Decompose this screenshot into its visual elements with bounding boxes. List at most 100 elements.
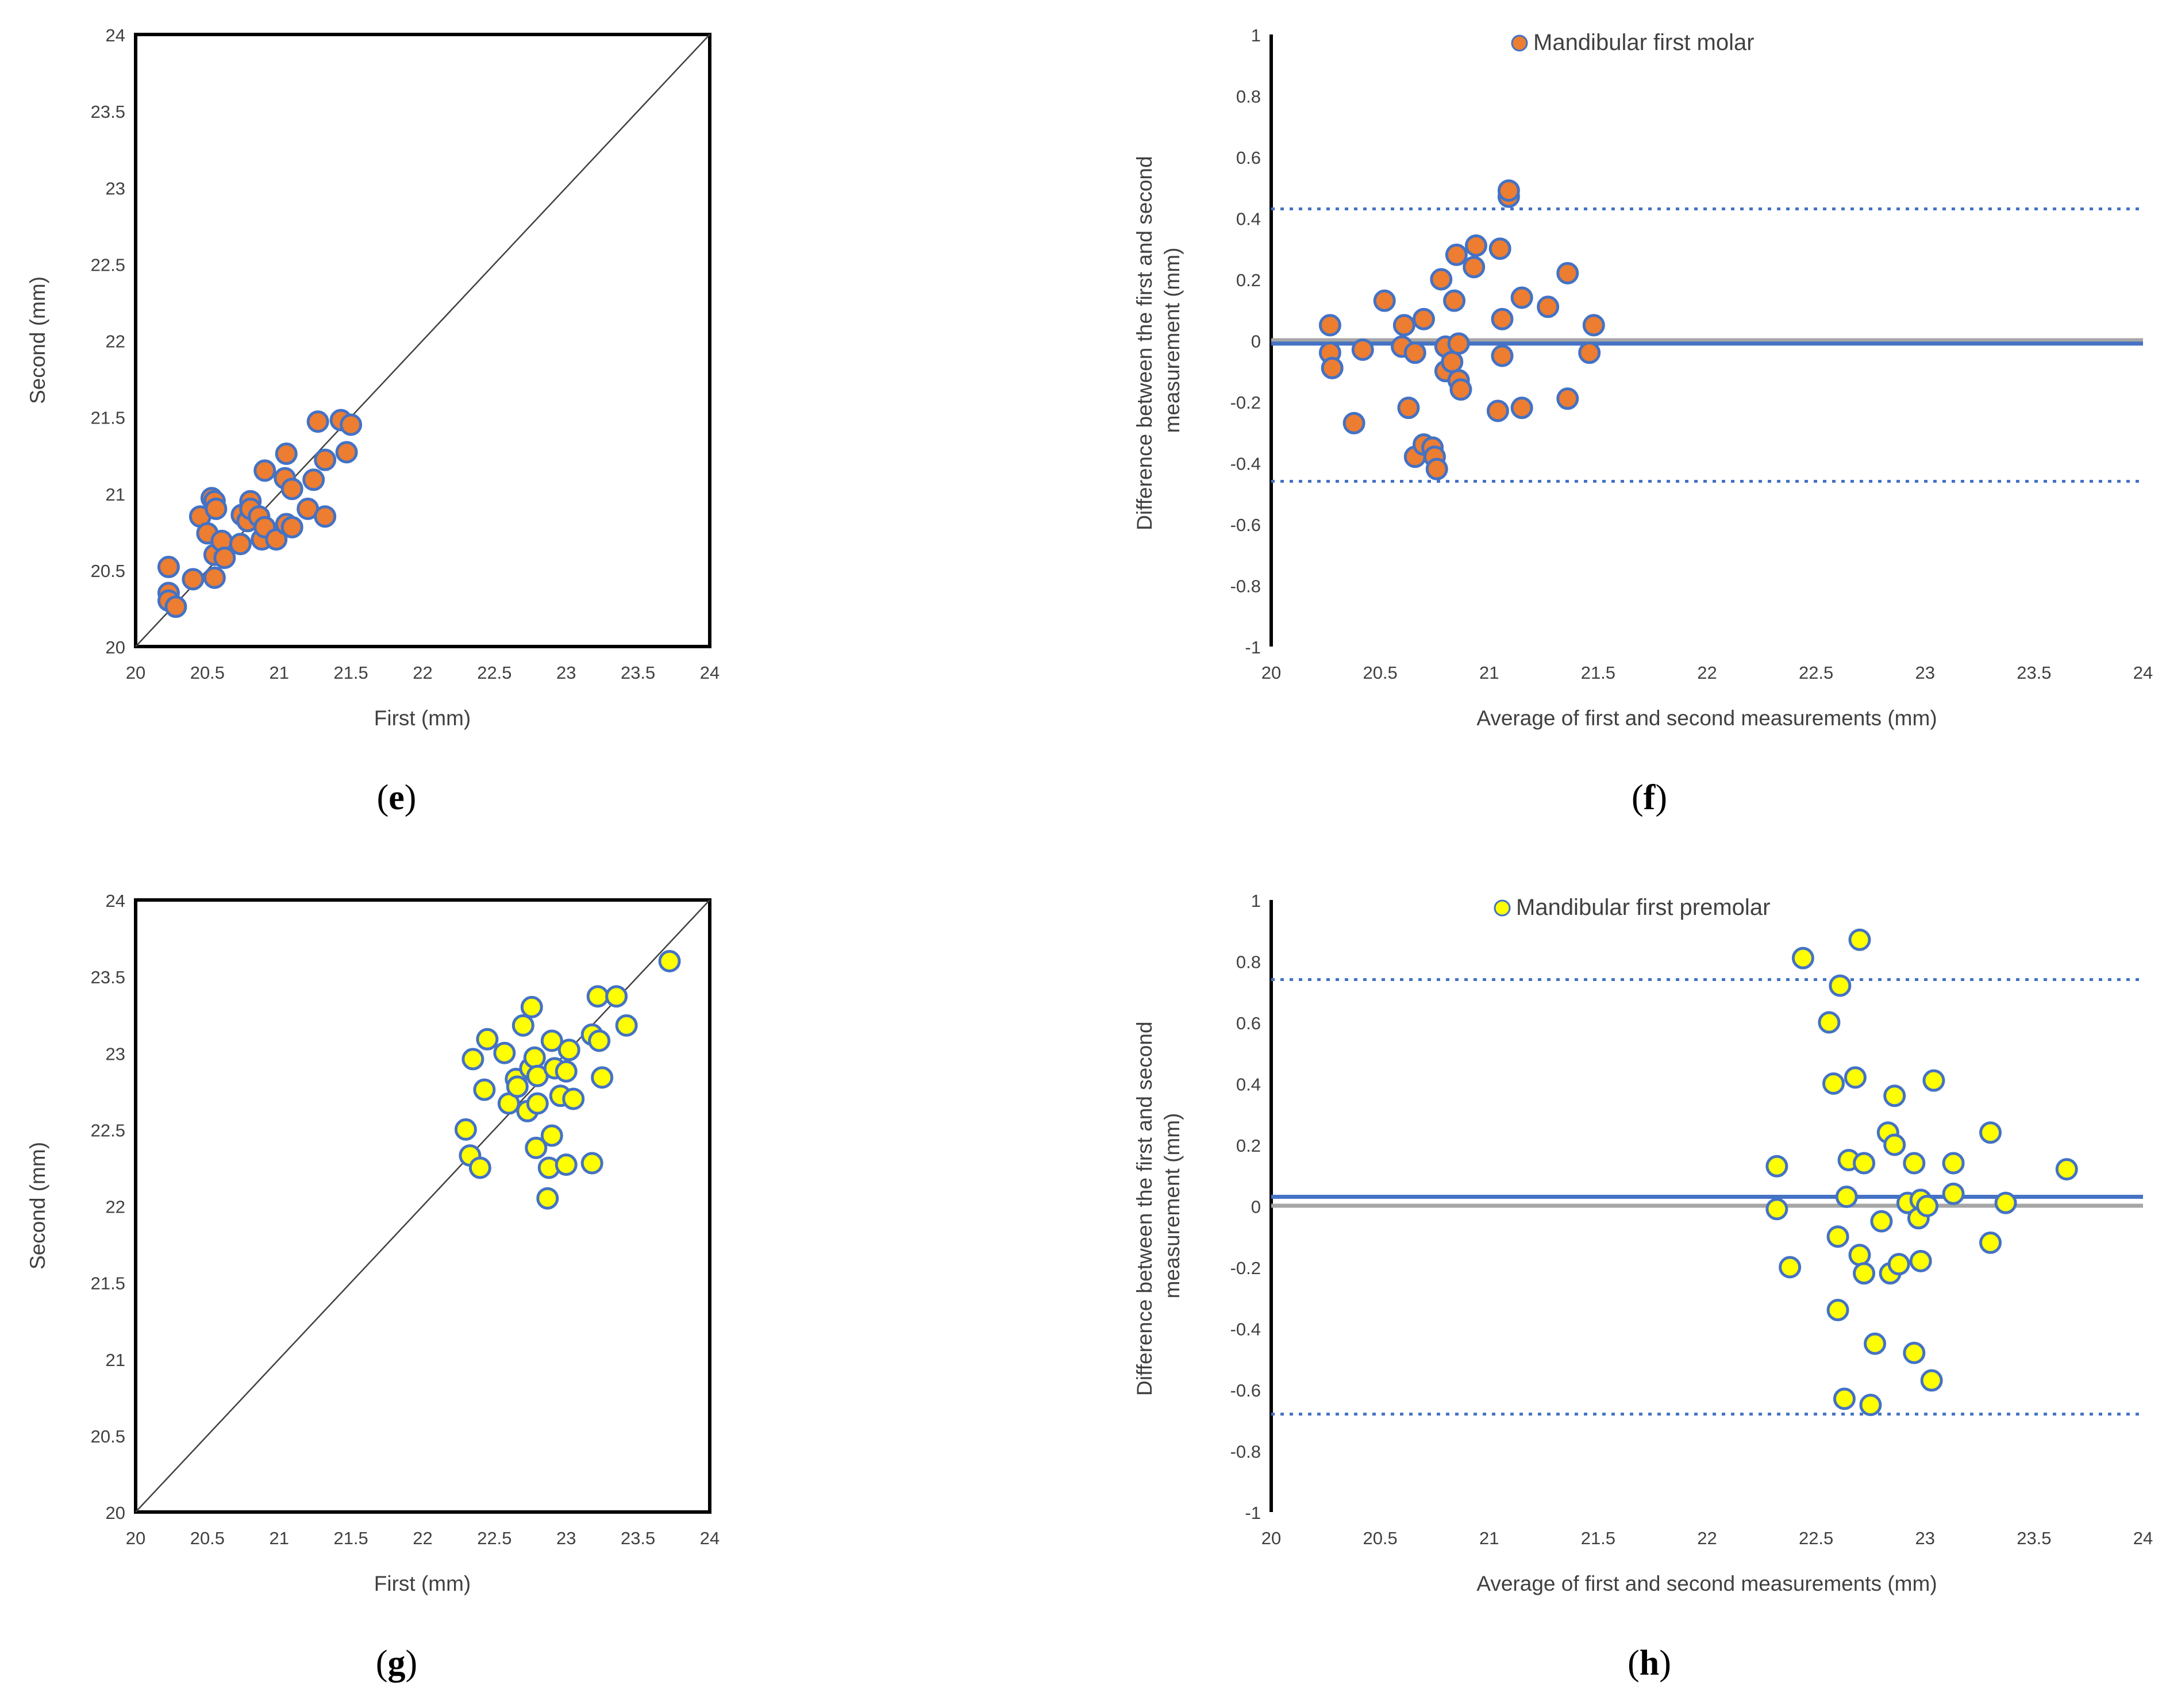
- y-tick-label: 20: [106, 1503, 125, 1523]
- data-point: [1859, 1394, 1882, 1417]
- x-tick-label: 24: [700, 1528, 720, 1548]
- x-tick-label: 21.5: [1581, 663, 1615, 683]
- data-point: [1441, 351, 1464, 374]
- y-tick-label: 0.4: [1236, 1075, 1261, 1095]
- data-point: [1403, 341, 1426, 364]
- y-tick-label: 1: [1251, 891, 1261, 911]
- data-point: [306, 410, 329, 433]
- y-tick-label: 1: [1251, 25, 1261, 45]
- data-point: [1844, 1066, 1867, 1089]
- y-tick-label: 20.5: [91, 1426, 125, 1447]
- legend-label: Mandibular first premolar: [1516, 895, 1770, 920]
- data-point: [1556, 387, 1579, 410]
- y-tick-label: 0.4: [1236, 209, 1261, 229]
- data-point: [340, 413, 363, 436]
- data-point: [1464, 234, 1487, 257]
- legend-marker: [1494, 899, 1511, 917]
- data-point: [454, 1118, 477, 1141]
- x-tick-label: 23: [1915, 1528, 1935, 1548]
- data-point: [1942, 1152, 1965, 1175]
- data-point: [591, 1066, 614, 1089]
- data-point: [275, 443, 298, 466]
- data-point: [280, 516, 303, 538]
- data-points: [157, 409, 363, 618]
- y-axis-label-line-2: measurement (mm): [1160, 1113, 1184, 1299]
- data-point: [1909, 1249, 1932, 1272]
- x-tick-label: 22: [1697, 663, 1717, 683]
- data-point: [314, 448, 337, 471]
- data-point: [1822, 1072, 1845, 1095]
- x-tick-labels: 20 20.5 21 21.5 22 22.5 23 23.5 24: [126, 1528, 720, 1548]
- panel-label: (g): [376, 1644, 417, 1683]
- data-point: [1537, 295, 1560, 318]
- x-tick-labels: 20 20.5 21 21.5 22 22.5 23 23.5 24: [1261, 1528, 2153, 1548]
- x-tick-label: 23.5: [621, 1528, 655, 1548]
- data-point: [615, 1014, 638, 1037]
- data-point: [335, 441, 358, 464]
- data-point: [1765, 1155, 1788, 1178]
- data-point: [476, 1028, 499, 1051]
- x-tick-label: 21.5: [333, 1528, 368, 1548]
- data-point: [1373, 289, 1396, 312]
- data-point: [562, 1087, 585, 1110]
- data-point: [506, 1075, 529, 1098]
- x-tick-label: 20: [1261, 663, 1281, 683]
- data-point: [1903, 1341, 1926, 1364]
- y-tick-label: 23: [106, 178, 125, 198]
- y-tick-label: 22.5: [91, 255, 125, 275]
- x-tick-label: 21: [1479, 663, 1499, 683]
- x-axis-label: Average of first and second measurements…: [1476, 706, 1937, 730]
- data-point: [265, 528, 288, 551]
- y-tick-label: -0.4: [1230, 1320, 1261, 1340]
- data-point: [1826, 1225, 1849, 1248]
- data-point: [1582, 314, 1605, 337]
- x-tick-label: 22: [413, 1528, 432, 1548]
- x-tick-label: 22.5: [1799, 663, 1833, 683]
- data-point: [1883, 1084, 1906, 1107]
- data-point: [1791, 947, 1814, 970]
- data-point: [157, 556, 180, 579]
- data-points: [1318, 179, 1605, 480]
- data-point: [1979, 1121, 2002, 1144]
- data-point: [511, 1014, 534, 1037]
- data-point: [1491, 344, 1514, 367]
- x-tick-label: 23.5: [621, 663, 655, 683]
- y-tick-label: 20.5: [91, 561, 125, 581]
- y-tick-label: 24: [106, 891, 125, 911]
- legend-marker: [1511, 34, 1528, 52]
- y-tick-labels: -1 -0.8 -0.6 -0.4 -0.2 0 0.2 0.4 0.6 0.8 1: [1230, 891, 1261, 1523]
- legend: Mandibular first premolar: [1494, 895, 1770, 920]
- x-tick-label: 22.5: [1799, 1528, 1833, 1548]
- y-axis-label: Second (mm): [26, 276, 49, 404]
- plot-frame: [134, 898, 711, 1514]
- y-axis-label: Second (mm): [26, 1142, 49, 1270]
- data-point: [1486, 399, 1509, 422]
- data-point: [1818, 1011, 1841, 1034]
- x-tick-label: 21: [270, 1528, 289, 1548]
- data-point: [1510, 286, 1533, 309]
- data-point: [540, 1029, 563, 1052]
- x-tick-label: 20: [1261, 1528, 1281, 1548]
- data-point: [1318, 314, 1341, 337]
- y-tick-label: -0.2: [1230, 393, 1261, 413]
- data-point: [213, 547, 236, 570]
- data-point: [1835, 1186, 1858, 1209]
- data-point: [555, 1153, 578, 1176]
- data-point: [1848, 928, 1871, 951]
- data-point: [588, 1029, 611, 1052]
- data-point: [1920, 1369, 1943, 1392]
- data-point: [1994, 1191, 2017, 1214]
- y-tick-label: 21.5: [91, 1274, 125, 1294]
- x-tick-label: 21.5: [1581, 1528, 1615, 1548]
- y-tick-label: -1: [1245, 1503, 1261, 1523]
- panel-label: (f): [1632, 778, 1667, 817]
- data-point: [1883, 1133, 1906, 1156]
- data-point: [1351, 338, 1374, 361]
- x-tick-label: 20: [126, 1528, 145, 1548]
- y-axis-label: Difference between the first and second …: [1133, 1015, 1184, 1396]
- data-point: [1412, 307, 1435, 330]
- data-point: [302, 468, 325, 491]
- y-tick-label: -0.2: [1230, 1258, 1261, 1278]
